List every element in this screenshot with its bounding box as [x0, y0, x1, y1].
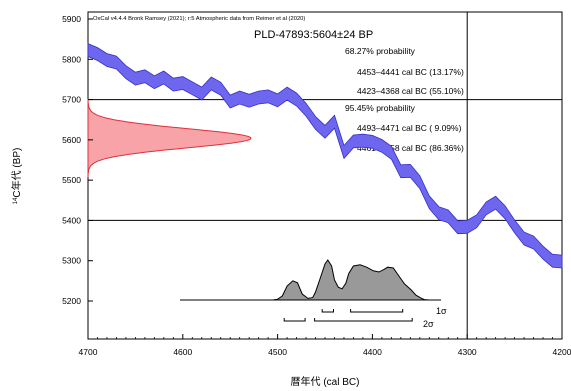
- two-sigma-label: 2σ: [423, 319, 434, 329]
- x-axis-label: 暦年代 (cal BC): [291, 375, 360, 388]
- calibrated-distribution: [180, 259, 441, 301]
- calibration-curve-band: [87, 42, 563, 269]
- x-tick-label-4200: 4200: [553, 347, 571, 357]
- crosshair-lines: [88, 12, 562, 339]
- probability-line-5: 4461–4358 cal BC (86.36%): [357, 143, 464, 153]
- y-tick-label-5300: 5300: [62, 256, 81, 266]
- one-sigma-range-1: [350, 309, 404, 313]
- y-tick-label-5400: 5400: [62, 215, 81, 225]
- measured-distribution-shape: [87, 98, 252, 178]
- x-tick-label-4500: 4500: [268, 347, 287, 357]
- measured-distribution: [87, 98, 252, 178]
- y-axis-label-superscript: 14: [13, 197, 19, 204]
- y-tick-label-5800: 5800: [62, 54, 81, 64]
- y-tick-label-5600: 5600: [62, 135, 81, 145]
- probability-line-4: 4493–4471 cal BC ( 9.09%): [357, 123, 462, 133]
- x-tick-label-4600: 4600: [173, 347, 192, 357]
- x-tick-label-4400: 4400: [363, 347, 382, 357]
- one-sigma-label: 1σ: [436, 306, 447, 316]
- probability-line-0: 68.27% probability: [345, 46, 416, 56]
- probability-line-2: 4423–4368 cal BC (55.10%): [357, 86, 464, 96]
- y-tick-label-5500: 5500: [62, 175, 81, 185]
- two-sigma-range-0: [283, 318, 306, 322]
- y-tick-label-5700: 5700: [62, 95, 81, 105]
- probability-line-3: 95.45% probability: [345, 103, 416, 113]
- probability-line-1: 4453–4441 cal BC (13.17%): [357, 67, 464, 77]
- sample-label: PLD-47893:5604±24 BP: [254, 29, 373, 41]
- one-sigma-range-0: [321, 309, 334, 313]
- axes: 5900 5800 5700 5600 5500 5400 5300 5200 4700 4600…: [62, 14, 571, 357]
- y-axis-label-main: C年代 (BP): [10, 148, 23, 198]
- x-tick-label-4300: 4300: [458, 347, 477, 357]
- calibration-curve: [87, 42, 563, 269]
- x-tick-label-4700: 4700: [79, 347, 98, 357]
- chart-header: OxCal v4.4.4 Bronk Ramsey (2021); r:5 At…: [93, 16, 305, 22]
- probability-list: 68.27% probability 4453–4441 cal BC (13.1…: [345, 46, 464, 153]
- y-tick-label-5900: 5900: [62, 14, 81, 24]
- y-axis-label: 14C年代 (BP): [10, 148, 23, 205]
- calibrated-distribution-shape: [258, 259, 430, 301]
- two-sigma-range-1: [314, 318, 413, 322]
- y-tick-label-5200: 5200: [62, 296, 81, 306]
